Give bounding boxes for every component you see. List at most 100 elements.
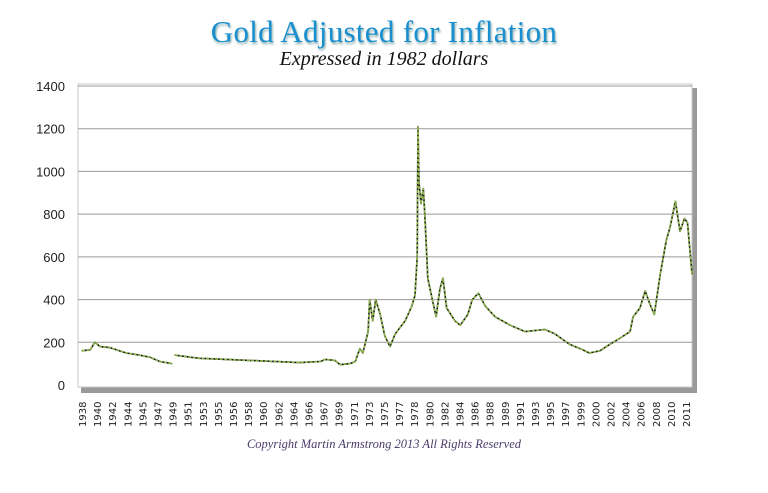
data-point xyxy=(138,354,141,356)
data-point xyxy=(394,332,397,335)
data-point xyxy=(423,213,426,215)
x-tick-label: 2010 xyxy=(667,402,678,427)
chart-subtitle: Expressed in 1982 dollars xyxy=(279,48,489,70)
data-point xyxy=(298,361,301,364)
data-point xyxy=(389,345,391,348)
data-point xyxy=(477,292,480,294)
data-point xyxy=(683,217,686,220)
data-point xyxy=(416,256,419,258)
data-point xyxy=(653,313,656,316)
y-tick-label: 0 xyxy=(58,378,65,393)
data-point xyxy=(524,330,526,333)
data-point xyxy=(248,359,251,362)
data-point xyxy=(99,345,101,348)
data-point xyxy=(198,357,201,360)
data-point xyxy=(189,356,191,359)
data-point xyxy=(445,307,448,309)
data-point xyxy=(553,332,556,335)
data-point xyxy=(435,315,437,318)
x-tick-label: 2006 xyxy=(637,402,648,427)
x-tick-label: 2004 xyxy=(622,402,633,427)
data-point xyxy=(619,337,622,339)
x-tick-label: 1962 xyxy=(274,402,285,427)
data-point xyxy=(339,363,342,366)
data-point xyxy=(149,356,151,359)
x-tick-label: 1944 xyxy=(123,402,134,427)
x-tick-label: 1975 xyxy=(380,402,391,427)
x-tick-label: 1938 xyxy=(78,402,89,427)
data-point xyxy=(442,277,444,280)
data-point xyxy=(158,360,161,363)
copyright-text: Copyright Martin Armstrong 2013 All Righ… xyxy=(246,437,522,451)
x-tick-label: 1988 xyxy=(486,402,497,427)
data-point xyxy=(324,358,326,361)
x-tick-label: 1966 xyxy=(305,402,316,427)
x-tick-label: 1951 xyxy=(184,402,195,427)
x-tick-label: 1999 xyxy=(576,402,587,427)
data-point xyxy=(599,350,601,352)
data-point xyxy=(368,298,371,301)
data-point xyxy=(418,181,420,183)
x-tick-label: 1991 xyxy=(516,402,527,427)
data-point xyxy=(354,360,357,363)
y-tick-label: 600 xyxy=(43,250,65,265)
data-point xyxy=(89,348,92,351)
data-point xyxy=(494,315,496,318)
x-tick-label: 2011 xyxy=(682,402,693,427)
data-point xyxy=(579,347,582,350)
data-point xyxy=(125,352,127,354)
data-point xyxy=(544,328,546,331)
data-point xyxy=(659,273,662,275)
plot-area xyxy=(77,83,693,388)
data-point xyxy=(94,341,96,344)
x-tick-label: 1964 xyxy=(289,402,300,427)
data-point xyxy=(349,362,351,365)
data-point xyxy=(109,346,111,349)
data-point xyxy=(629,330,631,333)
data-point xyxy=(422,187,425,190)
data-point xyxy=(639,307,641,309)
x-tick-label: 1995 xyxy=(546,402,557,427)
x-tick-label: 1993 xyxy=(531,402,542,427)
data-point xyxy=(367,330,369,333)
data-point xyxy=(484,305,486,307)
x-tick-label: 1969 xyxy=(335,402,346,427)
x-tick-label: 1956 xyxy=(229,402,240,427)
x-tick-label: 1986 xyxy=(471,402,482,427)
data-point xyxy=(362,352,364,354)
x-tick-label: 2000 xyxy=(591,402,602,427)
x-tick-label: 1960 xyxy=(259,402,270,427)
data-point xyxy=(679,230,681,233)
data-point xyxy=(81,350,83,352)
data-point xyxy=(439,288,441,290)
data-point xyxy=(359,347,361,350)
x-tick-label: 1977 xyxy=(395,402,406,427)
x-tick-label: 1973 xyxy=(365,402,376,427)
data-point xyxy=(171,362,173,365)
data-point xyxy=(632,315,634,318)
data-point xyxy=(471,298,474,301)
data-point xyxy=(417,125,419,128)
y-tick-label: 1200 xyxy=(36,122,65,137)
data-point xyxy=(689,256,692,258)
data-point xyxy=(379,313,382,316)
data-point xyxy=(426,277,429,280)
data-point xyxy=(404,320,406,322)
data-point xyxy=(588,352,591,354)
y-tick-label: 400 xyxy=(43,293,65,308)
y-tick-label: 800 xyxy=(43,207,65,222)
data-point xyxy=(459,324,462,327)
x-tick-label: 1971 xyxy=(350,402,361,427)
x-tick-label: 1989 xyxy=(501,402,512,427)
x-tick-label: 2008 xyxy=(652,402,663,427)
data-point xyxy=(431,298,434,301)
data-point xyxy=(674,200,677,203)
data-point xyxy=(691,273,693,275)
data-point xyxy=(383,335,386,337)
data-point xyxy=(644,290,647,292)
data-point xyxy=(686,221,689,224)
x-tick-label: 1997 xyxy=(561,402,572,427)
x-tick-label: 1978 xyxy=(410,402,421,427)
x-tick-label: 1967 xyxy=(320,402,331,427)
series-line xyxy=(174,125,693,366)
